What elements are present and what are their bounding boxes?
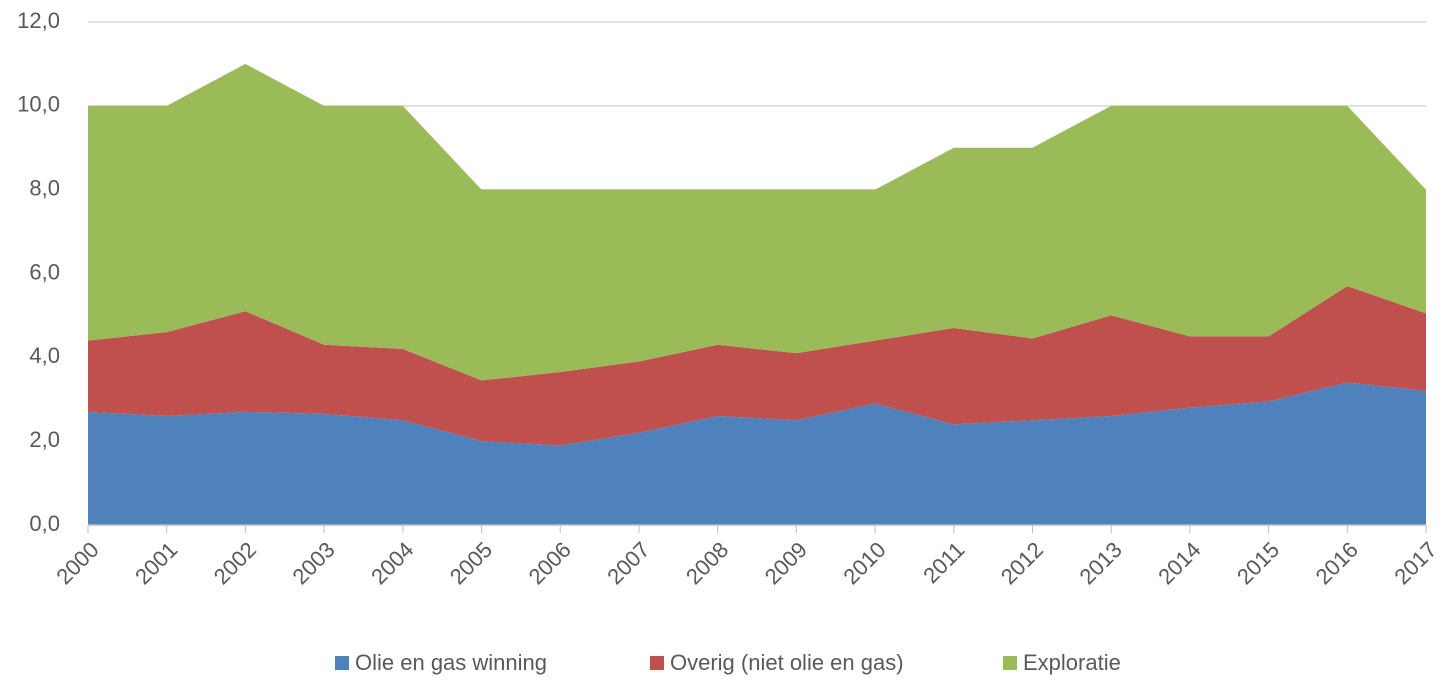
x-tick-label: 2006 [524, 537, 576, 589]
x-tick-label: 2017 [1389, 537, 1441, 589]
x-tick-label: 2016 [1311, 537, 1363, 589]
x-tick-label: 2004 [366, 537, 418, 589]
y-tick-label: 0,0 [29, 511, 60, 536]
legend-label: Overig (niet olie en gas) [670, 650, 904, 675]
x-tick-label: 2009 [760, 537, 812, 589]
legend-label: Exploratie [1023, 650, 1121, 675]
x-tick-label: 2010 [838, 537, 890, 589]
x-tick-label: 2013 [1075, 537, 1127, 589]
y-tick-label: 8,0 [29, 175, 60, 200]
legend-swatch [335, 656, 349, 670]
x-tick-label: 2002 [209, 537, 261, 589]
area [88, 382, 1426, 525]
y-tick-label: 2,0 [29, 427, 60, 452]
area [88, 286, 1426, 446]
x-tick-label: 2001 [130, 537, 182, 589]
x-tick-label: 2000 [51, 537, 103, 589]
x-tick-label: 2003 [287, 537, 339, 589]
x-tick-label: 2008 [681, 537, 733, 589]
x-tick-label: 2011 [918, 537, 969, 588]
y-tick-label: 12,0 [17, 8, 60, 33]
x-tick-label: 2014 [1153, 537, 1205, 589]
x-tick-label: 2007 [602, 537, 654, 589]
area [88, 63, 1426, 381]
y-tick-label: 10,0 [17, 92, 60, 117]
x-tick-label: 2015 [1232, 537, 1284, 589]
x-tick-label: 2005 [445, 537, 497, 589]
legend-label: Olie en gas winning [355, 650, 547, 675]
legend-swatch [650, 656, 664, 670]
x-tick-label: 2012 [996, 537, 1048, 589]
y-tick-label: 6,0 [29, 259, 60, 284]
legend-swatch [1003, 656, 1017, 670]
y-tick-label: 4,0 [29, 343, 60, 368]
